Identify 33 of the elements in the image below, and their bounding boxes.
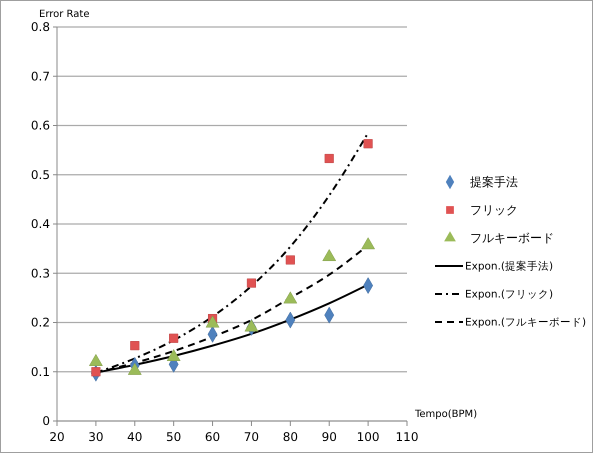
point (364, 139, 373, 148)
x-tick-label: 30 (88, 430, 104, 444)
legend-label: 提案手法 (470, 175, 518, 190)
y-tick-label: 0.8 (30, 20, 50, 34)
y-tick-label: 0.4 (30, 217, 50, 232)
legend-label: Expon.(フリック) (465, 288, 554, 301)
x-tick-label: 110 (396, 430, 418, 444)
x-tick-label: 40 (127, 430, 142, 444)
point (324, 154, 334, 164)
point (169, 334, 178, 343)
x-tick-label: 100 (356, 430, 380, 444)
legend-label: Expon.(提案手法) (465, 260, 554, 273)
point (246, 278, 256, 288)
y-axis-title: Error Rate (39, 9, 90, 20)
point (286, 255, 295, 265)
y-tick-label: 0 (42, 414, 50, 428)
legend-label: フルキーボード (470, 231, 554, 246)
legend-label: フリック (470, 203, 518, 218)
x-tick-label: 80 (282, 430, 298, 444)
y-tick-label: 0.6 (30, 118, 50, 133)
y-tick-label: 0.1 (30, 364, 50, 379)
y-tick-label: 0.7 (30, 69, 50, 84)
y-tick-label: 0.3 (30, 266, 50, 280)
y-tick-label: 0.2 (30, 316, 50, 330)
x-tick-label: 70 (244, 430, 260, 444)
x-axis-title: Tempo(BPM) (414, 409, 478, 420)
y-tick-label: 0.5 (30, 168, 50, 182)
x-tick-label: 20 (49, 430, 65, 444)
x-tick-label: 90 (322, 430, 337, 444)
x-tick-label: 60 (204, 430, 220, 444)
point (130, 341, 140, 350)
legend-label: Expon.(フルキーボード) (465, 316, 586, 329)
x-tick-label: 50 (166, 430, 182, 444)
